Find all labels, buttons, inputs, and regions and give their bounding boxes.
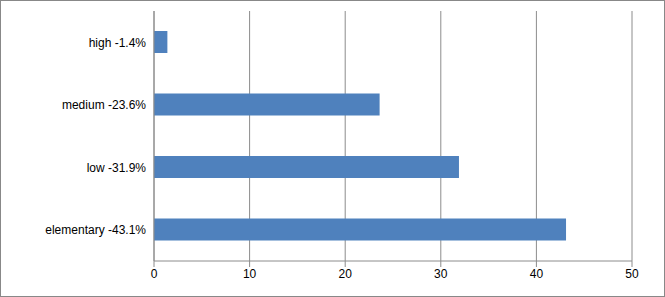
svg-text:50: 50 [625, 267, 639, 281]
svg-text:high -1.4%: high -1.4% [89, 36, 147, 50]
svg-text:30: 30 [434, 267, 448, 281]
svg-text:elementary -43.1%: elementary -43.1% [45, 223, 146, 237]
svg-text:medium -23.6%: medium -23.6% [62, 98, 146, 112]
svg-text:40: 40 [530, 267, 544, 281]
svg-text:0: 0 [151, 267, 158, 281]
svg-text:10: 10 [243, 267, 257, 281]
svg-text:low -31.9%: low -31.9% [87, 161, 147, 175]
svg-text:20: 20 [339, 267, 353, 281]
